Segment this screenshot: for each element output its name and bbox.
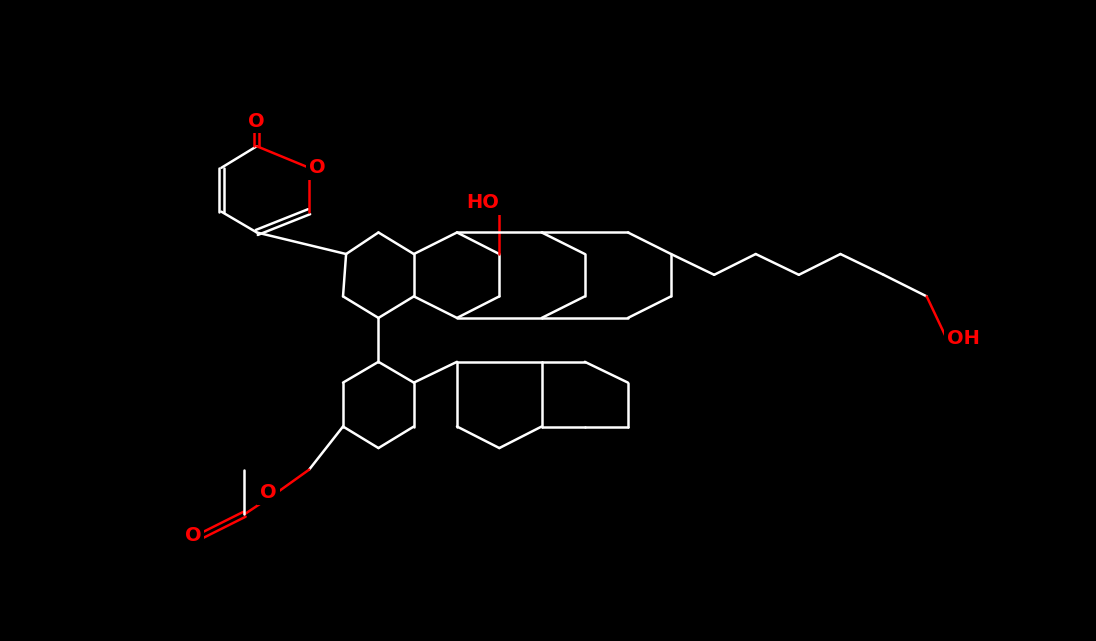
Text: O: O xyxy=(260,483,277,502)
Text: O: O xyxy=(260,483,277,502)
Text: O: O xyxy=(309,158,326,178)
Text: O: O xyxy=(185,526,202,545)
Text: OH: OH xyxy=(947,329,980,348)
Text: O: O xyxy=(249,112,265,131)
Text: O: O xyxy=(249,112,265,131)
Text: O: O xyxy=(185,526,202,545)
Text: O: O xyxy=(309,158,326,178)
Text: HO: HO xyxy=(467,193,500,212)
Text: HO: HO xyxy=(467,193,500,212)
Text: OH: OH xyxy=(947,329,980,348)
